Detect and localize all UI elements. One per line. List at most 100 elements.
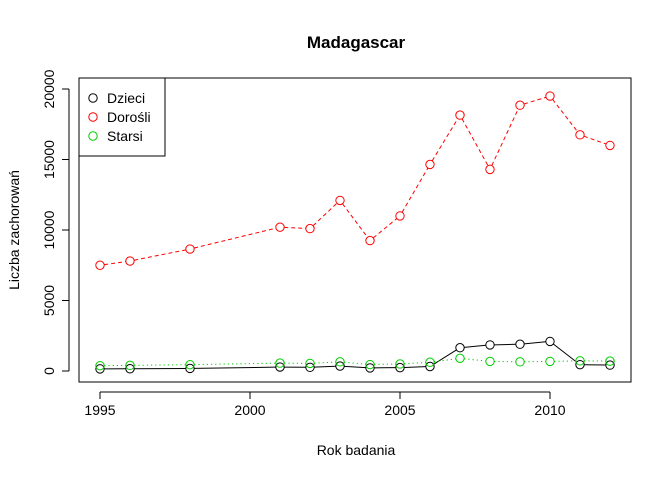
series-line-segment — [494, 343, 516, 346]
series-dorosli — [95, 91, 615, 270]
data-point — [365, 363, 375, 373]
data-point — [515, 100, 525, 110]
data-point — [395, 211, 405, 221]
series-line-segment — [404, 361, 426, 365]
series-line-segment — [583, 135, 607, 145]
data-point — [605, 360, 615, 370]
series-line-segment — [344, 365, 366, 369]
data-point — [485, 340, 495, 350]
data-point — [275, 362, 285, 372]
series-line-segment — [194, 366, 276, 369]
legend-label-starsi: Starsi — [107, 128, 143, 144]
y-tick-label: 20000 — [41, 69, 57, 108]
data-point — [425, 357, 435, 367]
data-point — [185, 359, 195, 370]
data-point — [305, 362, 315, 373]
series-line-segment — [552, 99, 578, 132]
data-point — [545, 336, 555, 347]
series-dzieci — [95, 336, 615, 374]
series-line-segment — [401, 167, 429, 213]
data-point — [275, 358, 285, 368]
data-point — [125, 256, 135, 266]
data-point — [425, 159, 435, 170]
x-tick-label: 2010 — [534, 402, 565, 418]
series-line-segment — [433, 349, 457, 365]
series-line-segment — [523, 96, 547, 105]
series-starsi — [95, 353, 615, 371]
data-point — [95, 364, 105, 374]
plot-area — [78, 77, 632, 383]
data-point — [275, 222, 285, 232]
data-point — [395, 362, 405, 373]
data-point — [95, 360, 105, 371]
series-line-segment — [314, 361, 336, 364]
data-point — [455, 353, 465, 364]
x-tick-label: 1995 — [84, 402, 115, 418]
data-point — [395, 359, 405, 369]
data-point — [515, 357, 525, 367]
data-point — [605, 356, 615, 366]
series-line-segment — [553, 343, 577, 363]
data-point — [365, 235, 375, 246]
series-line-segment — [404, 366, 426, 368]
data-point — [305, 358, 315, 369]
legend-marker-dzieci — [88, 93, 98, 103]
series-line-segment — [104, 261, 126, 266]
series-line-segment — [464, 344, 486, 348]
legend-box — [78, 77, 166, 157]
series-line-segment — [314, 365, 336, 368]
x-tick-label: 2005 — [384, 402, 415, 418]
series-line-segment — [464, 358, 486, 362]
x-axis-title: Rok badania — [317, 442, 396, 458]
series-line-segment — [491, 108, 519, 166]
data-point — [545, 356, 555, 367]
legend-label-dorosli: Dorośli — [107, 109, 151, 125]
legend-marker-dorosli — [88, 112, 98, 122]
data-point — [455, 110, 465, 120]
y-axis: 0 5000 10000 15000 20000 — [41, 69, 70, 375]
x-tick-label: 2000 — [234, 402, 265, 418]
y-axis-title: Liczba zachorowań — [6, 170, 22, 290]
data-point — [125, 360, 135, 371]
series-line-segment — [312, 202, 338, 227]
series-line-segment — [344, 361, 366, 365]
data-point — [125, 364, 135, 374]
data-point — [455, 343, 465, 353]
data-point — [335, 361, 345, 371]
data-point — [485, 164, 495, 175]
data-point — [545, 91, 555, 101]
series-layer — [95, 91, 615, 374]
series-line-segment — [134, 364, 186, 366]
data-point — [575, 356, 585, 366]
legend-marker-starsi — [88, 131, 98, 141]
y-tick-label: 10000 — [41, 210, 57, 249]
data-point — [185, 363, 195, 374]
data-point — [425, 361, 435, 372]
data-point — [95, 260, 105, 270]
data-point — [305, 223, 315, 234]
y-tick-label: 15000 — [41, 140, 57, 179]
data-point — [485, 356, 495, 367]
series-line-segment — [193, 227, 277, 249]
series-line-segment — [431, 118, 459, 162]
series-line-segment — [524, 341, 546, 345]
data-point — [575, 359, 585, 370]
legend-label-dzieci: Dzieci — [107, 90, 145, 106]
series-line-segment — [372, 218, 398, 239]
data-point — [335, 195, 345, 206]
chart-title: Madagascar — [307, 33, 406, 52]
data-point — [575, 130, 585, 140]
data-point — [335, 357, 345, 367]
y-tick-label: 0 — [41, 367, 57, 375]
y-tick-label: 5000 — [41, 285, 57, 316]
x-axis: 1995 2000 2005 2010 — [84, 391, 566, 418]
series-line-segment — [134, 249, 186, 261]
series-line-segment — [342, 203, 368, 238]
legend: Dzieci Dorośli Starsi — [78, 77, 166, 157]
data-point — [365, 359, 375, 370]
series-line-segment — [284, 226, 306, 229]
series-line-segment — [194, 362, 276, 366]
data-point — [185, 244, 195, 254]
series-line-segment — [461, 118, 489, 166]
